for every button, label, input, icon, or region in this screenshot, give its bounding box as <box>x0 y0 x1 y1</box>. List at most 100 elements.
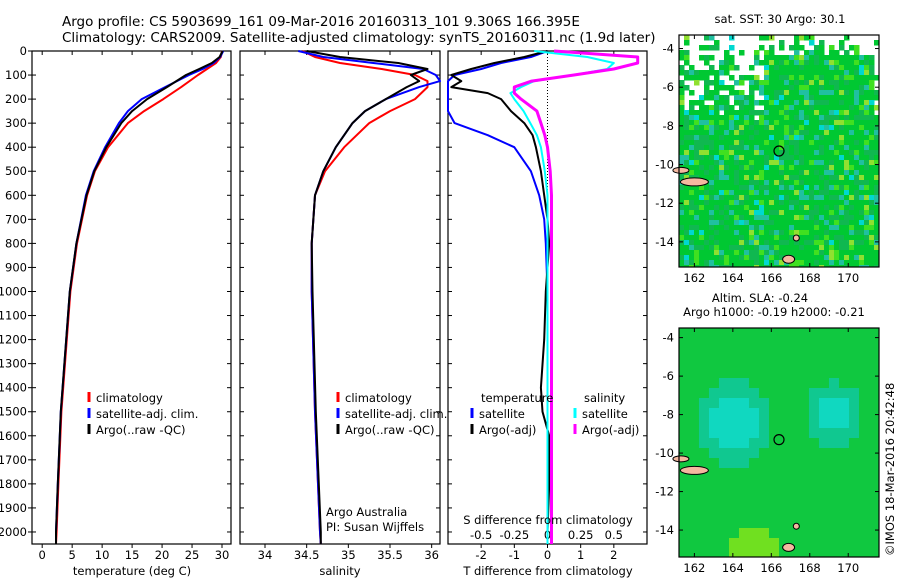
sst-cell <box>839 220 845 226</box>
sla-cell <box>829 348 840 359</box>
legend-label: Argo(-adj) <box>582 423 639 437</box>
sst-cell <box>719 200 725 206</box>
sla-cell <box>749 378 760 389</box>
sst-cell <box>769 185 775 191</box>
sst-cell <box>684 110 690 116</box>
sst-cell <box>784 110 790 116</box>
sst-cell <box>734 185 740 191</box>
sla-cell <box>779 338 790 349</box>
sla-cell <box>719 348 730 359</box>
sst-cell <box>794 135 800 141</box>
sst-cell <box>834 230 840 236</box>
sst-cell <box>754 175 760 181</box>
sla-cell <box>689 518 700 529</box>
sla-cell <box>869 328 879 339</box>
sst-cell <box>824 60 830 66</box>
sst-cell <box>824 140 830 146</box>
sst-cell <box>724 50 730 56</box>
sst-cell <box>719 85 725 91</box>
sst-cell <box>749 95 755 101</box>
sla-cell <box>859 508 870 519</box>
sst-cell <box>744 240 750 246</box>
sst-cell <box>699 75 705 81</box>
sla-cell <box>709 508 720 519</box>
sst-cell <box>769 140 775 146</box>
sst-cell <box>759 215 765 221</box>
sst-cell <box>689 170 695 176</box>
sst-cell <box>854 80 860 86</box>
sst-cell <box>689 125 695 131</box>
sst-cell <box>824 220 830 226</box>
sla-cell <box>769 538 780 549</box>
sst-cell <box>684 75 690 81</box>
sst-cell <box>834 105 840 111</box>
y-tick-label: -14 <box>655 235 674 249</box>
sst-cell <box>749 200 755 206</box>
sst-cell <box>849 200 855 206</box>
sla-cell <box>729 408 740 419</box>
sst-cell <box>849 95 855 101</box>
sst-cell <box>759 130 765 136</box>
sst-cell <box>774 165 780 171</box>
sst-cell <box>689 265 695 267</box>
sst-cell <box>729 140 735 146</box>
sst-cell <box>714 265 720 267</box>
sla-cell <box>809 328 820 339</box>
sst-cell <box>784 115 790 121</box>
sst-cell <box>804 115 810 121</box>
sst-cell <box>874 240 879 246</box>
sst-cell <box>859 215 865 221</box>
sst-cell <box>844 165 850 171</box>
sst-cell <box>779 155 785 161</box>
sst-cell <box>749 230 755 236</box>
sla-cell <box>849 448 860 459</box>
sst-cell <box>679 185 685 191</box>
sla-cell <box>739 378 750 389</box>
sla-cell <box>729 348 740 359</box>
sst-cell <box>714 70 720 76</box>
sst-cell <box>814 140 820 146</box>
sst-cell <box>694 135 700 141</box>
sst-cell <box>734 100 740 106</box>
sst-cell <box>724 145 730 151</box>
sst-cell <box>869 175 875 181</box>
sla-cell <box>749 458 760 469</box>
sst-cell <box>729 255 735 261</box>
sst-cell <box>734 180 740 186</box>
sst-cell <box>829 260 835 266</box>
sla-cell <box>679 348 690 359</box>
sla-cell <box>799 448 810 459</box>
sst-cell <box>704 160 710 166</box>
sst-cell <box>769 235 775 241</box>
plot-frame <box>31 50 232 545</box>
sla-cell <box>709 328 720 339</box>
sst-cell <box>809 245 815 251</box>
sst-cell <box>829 265 835 267</box>
sla-cell <box>679 528 690 539</box>
sla-cell <box>679 368 690 379</box>
sst-cell <box>839 170 845 176</box>
sst-cell <box>714 250 720 256</box>
sst-cell <box>779 255 785 261</box>
sst-cell <box>844 265 850 267</box>
sst-cell <box>704 230 710 236</box>
sst-cell <box>694 240 700 246</box>
sst-cell <box>694 155 700 161</box>
sla-cell <box>769 398 780 409</box>
sst-cell <box>769 90 775 96</box>
sst-cell <box>734 135 740 141</box>
sst-cell <box>724 265 730 267</box>
sst-cell <box>784 225 790 231</box>
sst-cell <box>719 120 725 126</box>
sst-cell <box>729 205 735 211</box>
sla-cell <box>769 348 780 359</box>
sst-cell <box>859 235 865 241</box>
sst-cell <box>794 255 800 261</box>
sst-cell <box>829 95 835 101</box>
sst-cell <box>699 100 705 106</box>
sla-cell <box>749 518 760 529</box>
sst-cell <box>729 115 735 121</box>
sst-cell <box>799 55 805 61</box>
sst-cell <box>844 195 850 201</box>
sst-cell <box>739 165 745 171</box>
